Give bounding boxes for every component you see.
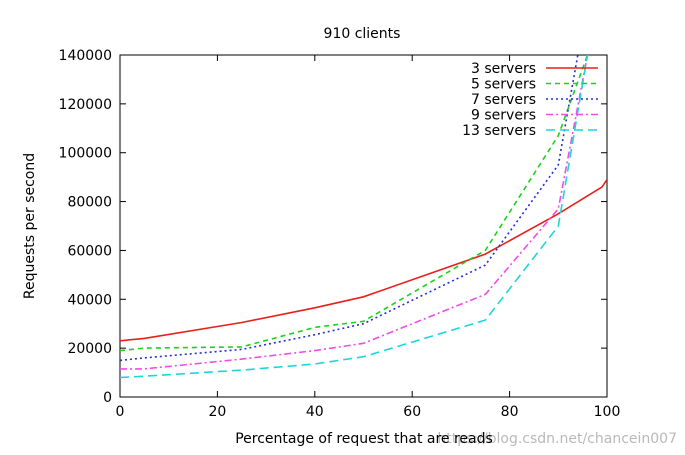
y-tick-label: 120000: [59, 97, 112, 113]
legend-label: 5 servers: [471, 77, 536, 93]
legend-label: 9 servers: [471, 108, 536, 124]
y-axis-label: Requests per second: [22, 153, 38, 299]
chart-title: 910 clients: [324, 26, 401, 42]
y-tick-label: 100000: [59, 146, 112, 162]
legend-label: 7 servers: [471, 92, 536, 108]
x-axis-label: Percentage of request that are reads: [235, 431, 493, 447]
legend-label: 13 servers: [462, 123, 536, 139]
line-chart: 910 clients Requests per second https://…: [0, 0, 685, 455]
x-tick-label: 0: [116, 404, 125, 420]
y-tick-label: 40000: [67, 292, 112, 308]
x-tick-label: 60: [403, 404, 421, 420]
y-tick-label: 80000: [67, 195, 112, 211]
y-tick-label: 60000: [67, 243, 112, 259]
x-tick-label: 80: [501, 404, 519, 420]
y-tick-label: 0: [103, 390, 112, 406]
x-tick-label: 100: [594, 404, 621, 420]
legend-label: 3 servers: [471, 61, 536, 77]
x-tick-label: 40: [306, 404, 324, 420]
x-tick-label: 20: [208, 404, 226, 420]
y-tick-label: 20000: [67, 341, 112, 357]
series-line-3-servers: [120, 180, 607, 341]
y-tick-label: 140000: [59, 48, 112, 64]
